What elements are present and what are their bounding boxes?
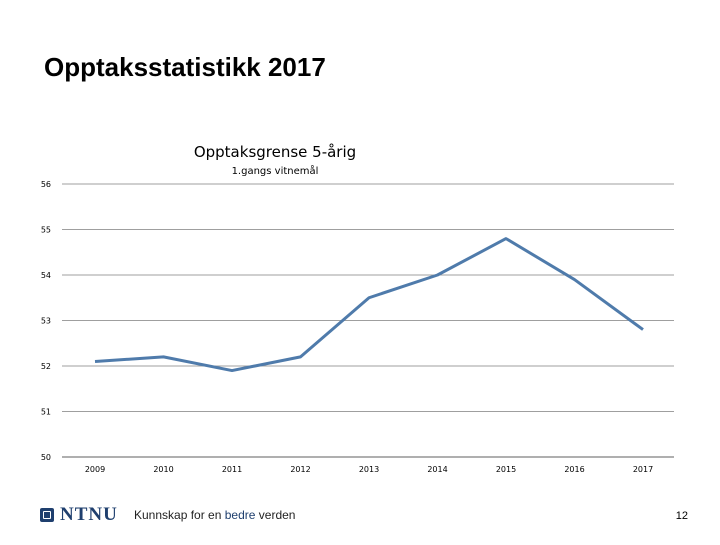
x-tick-label: 2010 <box>153 465 173 474</box>
y-tick-label: 52 <box>41 362 51 371</box>
series-line <box>94 237 644 373</box>
y-tick-label: 50 <box>41 453 51 462</box>
slide-title: Opptaksstatistikk 2017 <box>44 52 326 82</box>
chart-title: Opptaksgrense 5-årig <box>194 143 356 161</box>
y-tick-label: 51 <box>41 408 51 417</box>
x-tick-label: 2014 <box>427 465 447 474</box>
y-tick-label: 56 <box>41 180 51 189</box>
x-tick-label: 2012 <box>290 465 310 474</box>
y-tick-labels: 50 51 52 53 54 55 56 <box>41 180 51 462</box>
x-tick-label: 2017 <box>633 465 653 474</box>
y-tick-label: 55 <box>41 226 51 235</box>
tagline-start: Kunnskap for en <box>134 508 225 522</box>
tagline-accent: bedre <box>224 508 256 522</box>
gridlines <box>62 183 674 458</box>
x-tick-labels: 2009 2010 2011 2012 2013 2014 2015 2016 2017 <box>85 465 653 474</box>
series <box>94 237 644 373</box>
footer-tagline: Kunnskap for en bedre verden <box>134 508 295 522</box>
x-tick-label: 2013 <box>359 465 379 474</box>
ntnu-logo-text: NTNU <box>60 504 118 525</box>
x-tick-label: 2011 <box>222 465 242 474</box>
y-tick-label: 53 <box>41 317 51 326</box>
chart-subtitle: 1.gangs vitnemål <box>232 164 319 177</box>
x-tick-label: 2015 <box>496 465 516 474</box>
x-tick-label: 2009 <box>85 465 105 474</box>
y-tick-label: 54 <box>41 271 51 280</box>
ntnu-logo: NTNU <box>40 504 118 526</box>
tagline-end: verden <box>255 508 296 522</box>
x-tick-label: 2016 <box>564 465 584 474</box>
page-number: 12 <box>675 510 688 522</box>
ntnu-logo-icon <box>40 508 54 522</box>
